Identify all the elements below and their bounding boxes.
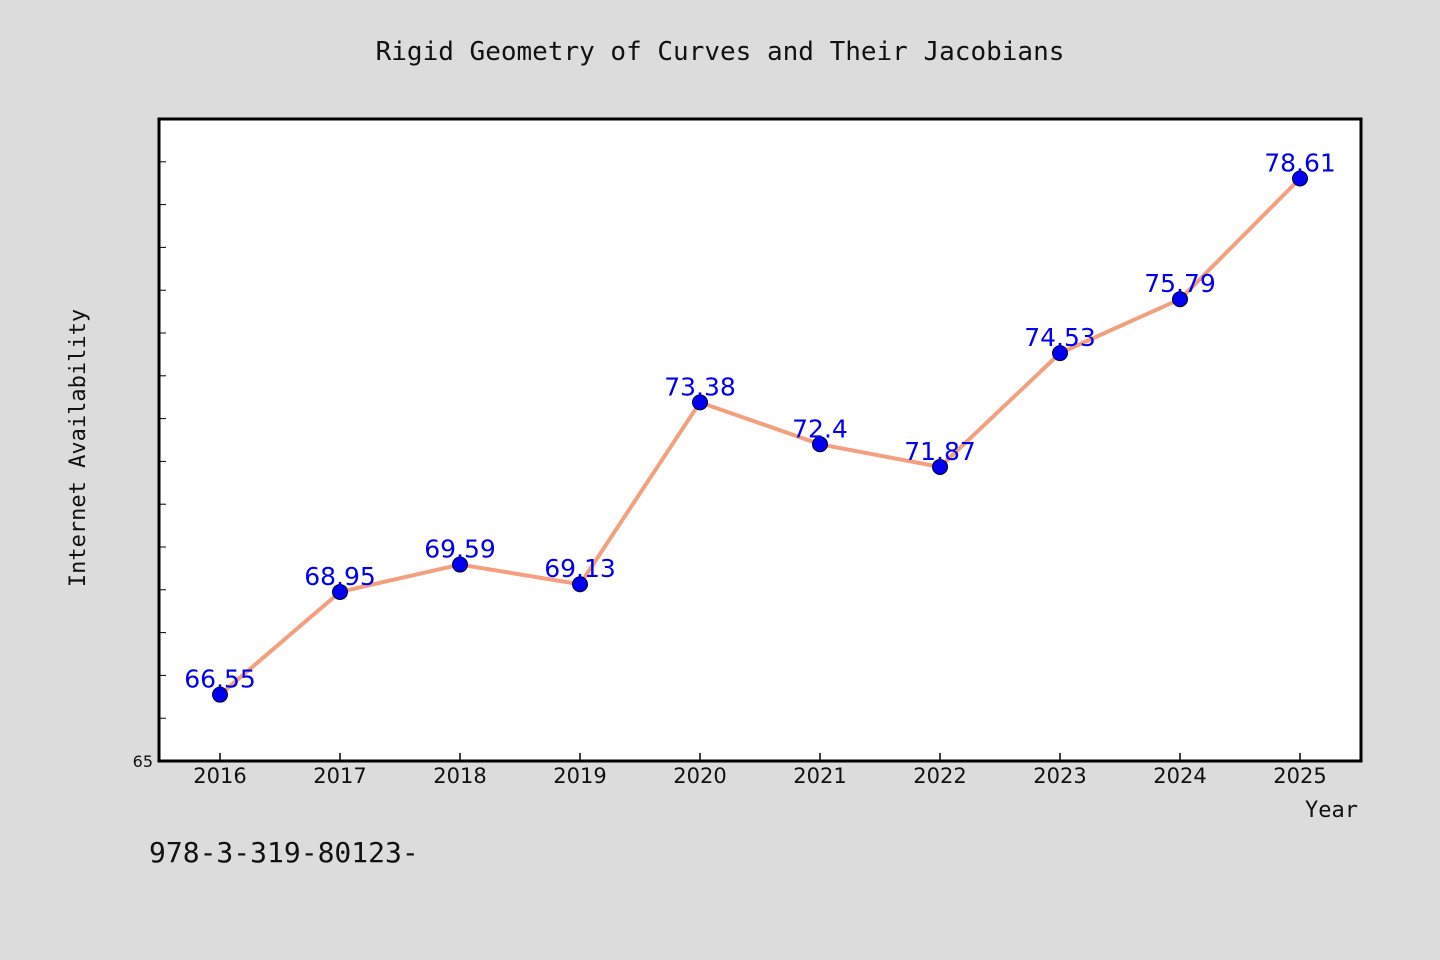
x-tick-label: 2020 — [673, 764, 726, 788]
x-tick-label: 2019 — [553, 764, 606, 788]
x-tick-label: 2021 — [793, 764, 846, 788]
chart-title: Rigid Geometry of Curves and Their Jacob… — [376, 37, 1065, 67]
series-layer — [212, 170, 1308, 703]
data-point — [572, 576, 588, 593]
data-point — [1292, 170, 1308, 187]
data-point — [332, 583, 348, 600]
y-axis-ticks: 65 — [133, 118, 166, 771]
x-tick-label: 2017 — [313, 764, 366, 788]
y-axis-label: Internet Availability — [66, 309, 91, 587]
data-point — [212, 686, 228, 703]
data-point — [452, 556, 468, 573]
data-label: 68.95 — [304, 562, 376, 591]
x-tick-label: 2016 — [193, 764, 246, 788]
x-axis-label: Year — [1305, 798, 1358, 823]
x-tick-label: 2018 — [433, 764, 486, 788]
data-label: 78.61 — [1264, 148, 1336, 177]
plot-area — [157, 117, 1363, 763]
x-tick-label: 2023 — [1033, 764, 1086, 788]
data-point — [692, 394, 708, 411]
data-label: 66.55 — [184, 665, 256, 694]
data-label: 73.38 — [664, 372, 736, 401]
x-tick-label: 2024 — [1153, 764, 1206, 788]
x-tick-label: 2022 — [913, 764, 966, 788]
data-label: 72.4 — [792, 414, 848, 443]
data-label: 74.53 — [1024, 323, 1096, 352]
data-label-layer: 66.55 68.95 69.59 69.13 73.38 72.4 71.87 74.53 7… — [184, 148, 1336, 693]
data-point — [932, 458, 948, 475]
x-tick-label: 2025 — [1273, 764, 1326, 788]
data-label: 71.87 — [904, 437, 976, 466]
x-axis-ticks: 2016 2017 2018 2019 2020 2021 2022 2023 2024 2025 — [193, 753, 1327, 788]
data-point — [1172, 291, 1188, 308]
data-point — [812, 436, 828, 453]
y-tick-label: 65 — [133, 752, 153, 771]
data-point — [1052, 345, 1068, 362]
series-line — [218, 176, 1302, 697]
footer-text: 978-3-319-80123- — [149, 836, 419, 869]
data-label: 69.13 — [544, 554, 616, 583]
data-label: 69.59 — [424, 535, 496, 564]
data-label: 75.79 — [1144, 269, 1216, 298]
